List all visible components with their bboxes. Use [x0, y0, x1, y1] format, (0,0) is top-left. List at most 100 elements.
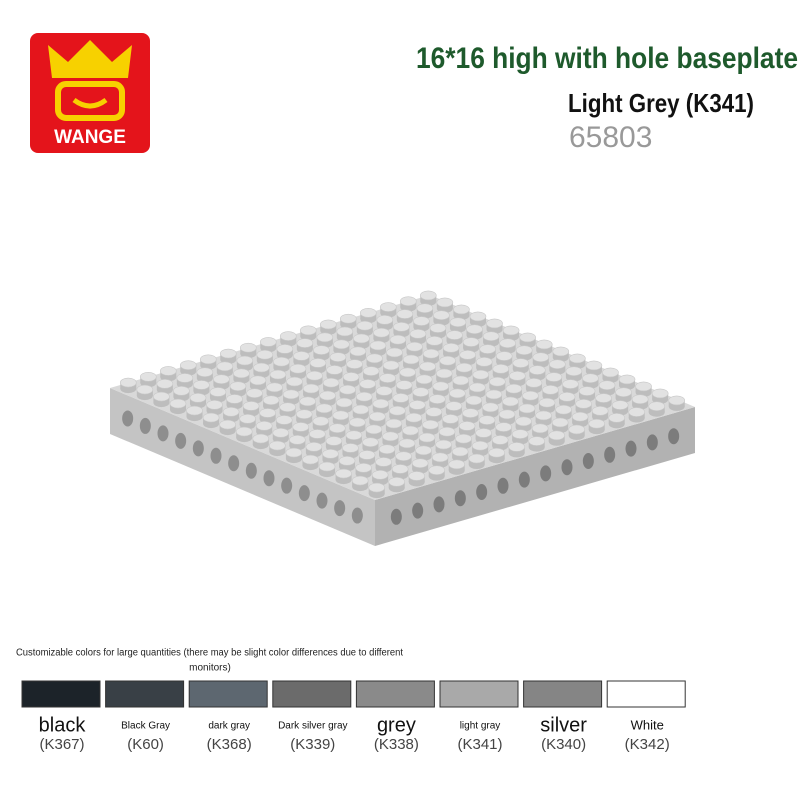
stud: [415, 374, 433, 385]
stud: [339, 313, 357, 324]
stud: [448, 459, 466, 470]
hole: [604, 446, 616, 463]
stud: [209, 387, 227, 397]
swatch-name: dark gray: [208, 721, 250, 732]
stud: [216, 361, 234, 372]
note: monitors): [189, 663, 231, 674]
stud: [598, 380, 616, 391]
hole: [210, 447, 222, 464]
stud: [449, 317, 467, 328]
stud: [276, 344, 294, 354]
hole: [316, 492, 328, 509]
stud: [409, 329, 427, 339]
swatch-code: (K339): [290, 736, 335, 753]
stud: [602, 367, 619, 378]
hole: [192, 440, 204, 457]
stud: [416, 303, 434, 314]
stud: [279, 402, 296, 412]
stud: [342, 372, 360, 382]
stud: [505, 383, 523, 394]
hole: [454, 490, 466, 507]
stud: [186, 405, 203, 416]
stud: [525, 378, 543, 388]
swatch-name: Dark silver gray: [278, 721, 347, 732]
stud: [368, 482, 386, 493]
stud: [156, 378, 174, 389]
stud: [468, 453, 486, 464]
stud: [333, 339, 350, 350]
stud: [375, 457, 392, 467]
hole: [390, 508, 402, 525]
stud: [318, 461, 336, 472]
stud: [119, 377, 137, 388]
stud: [538, 397, 556, 408]
swatch-code: (K368): [207, 736, 252, 753]
stud: [545, 372, 563, 382]
swatch-code: (K342): [625, 736, 670, 753]
stud: [462, 337, 480, 347]
stud: [179, 360, 197, 370]
stud: [369, 411, 386, 422]
stud: [389, 334, 407, 345]
stud: [486, 318, 503, 329]
stud: [482, 402, 499, 413]
stud: [229, 381, 247, 391]
hole: [497, 477, 509, 494]
swatch-code: (K367): [39, 736, 84, 753]
stud: [233, 368, 250, 379]
stud: [615, 387, 632, 398]
stud: [439, 355, 456, 366]
stud: [153, 391, 170, 402]
stud: [518, 403, 536, 414]
stud: [388, 476, 406, 487]
swatch-name: White: [631, 717, 664, 732]
stud: [426, 336, 443, 346]
stud: [422, 419, 439, 430]
stud: [395, 451, 412, 461]
stud: [295, 409, 313, 419]
stud: [302, 383, 320, 394]
stud: [309, 429, 326, 439]
stud: [199, 354, 217, 365]
stud: [475, 428, 492, 438]
stud: [582, 373, 599, 384]
stud: [508, 442, 526, 452]
stud: [336, 326, 354, 337]
stud: [429, 394, 446, 404]
swatches: black(K367) Black Gray (K60) dark gray (K368…: [21, 680, 686, 753]
stud: [345, 430, 363, 440]
stud: [522, 390, 539, 401]
stud: [565, 366, 583, 377]
stud: [492, 364, 510, 374]
stud: [631, 394, 649, 405]
stud: [535, 410, 552, 421]
swatch: [272, 680, 352, 708]
stud: [449, 388, 466, 399]
stud: [273, 356, 290, 367]
stud: [588, 418, 606, 429]
stud: [305, 441, 323, 452]
stud: [552, 346, 570, 357]
stud: [535, 339, 553, 350]
stud: [458, 421, 476, 431]
stud: [249, 375, 267, 386]
logo-face: [55, 81, 125, 121]
stud: [515, 345, 533, 356]
stud: [356, 320, 374, 331]
stud: [406, 341, 423, 352]
logo-smile: [72, 97, 108, 109]
hole: [298, 485, 310, 502]
note: Customizable colors for large quantities…: [16, 648, 403, 659]
stud: [219, 348, 237, 359]
stud: [488, 447, 506, 458]
stud: [139, 371, 157, 382]
stud: [395, 380, 413, 390]
stud: [239, 342, 257, 353]
stud: [173, 385, 190, 396]
swatch-name: silver: [540, 714, 587, 736]
stud: [189, 392, 207, 403]
logo: WANGE: [30, 33, 150, 153]
stud: [571, 411, 589, 422]
stud: [322, 448, 339, 459]
hole: [561, 459, 573, 476]
